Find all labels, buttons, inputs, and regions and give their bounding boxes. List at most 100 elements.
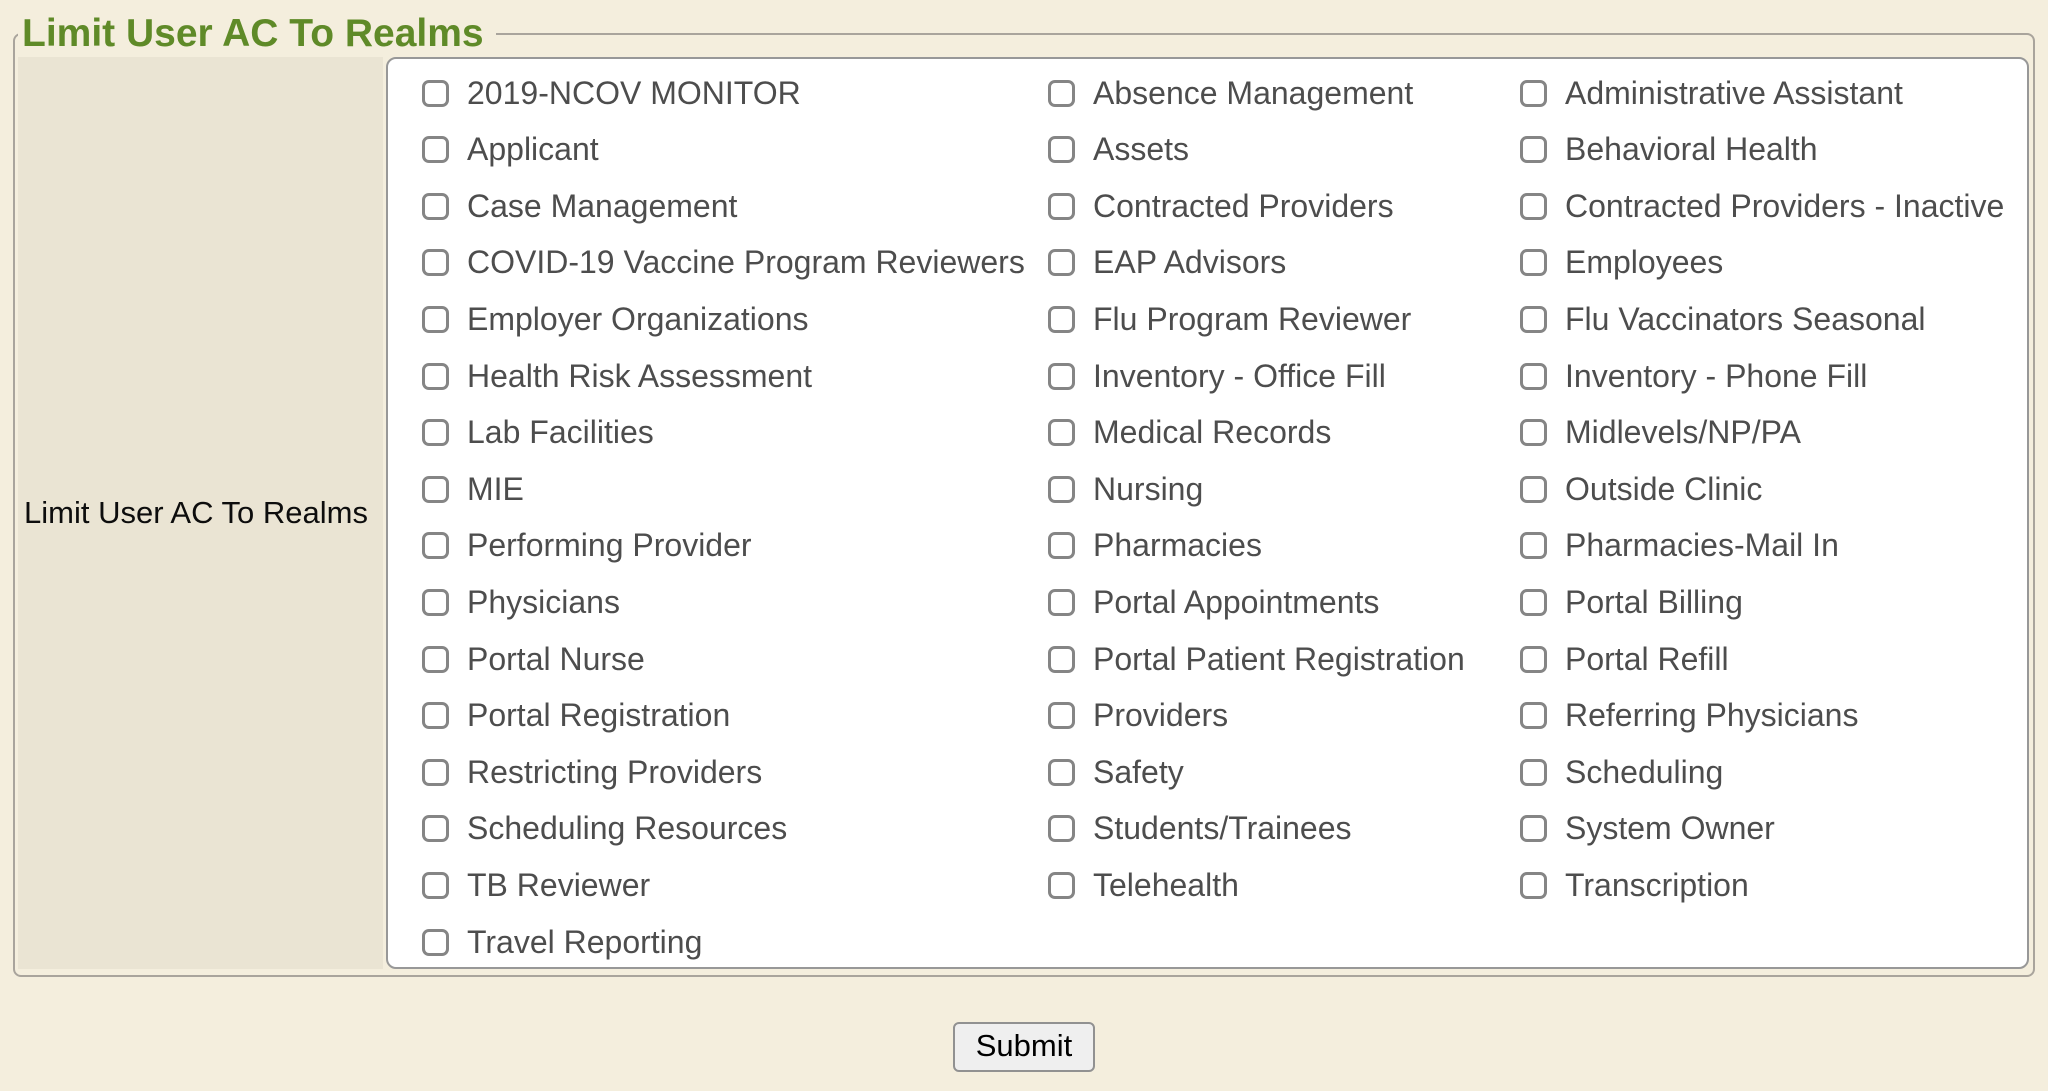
realm-option[interactable]: Scheduling [1520,744,2027,801]
realm-checkbox[interactable] [1048,645,1075,673]
realm-option[interactable]: Pharmacies-Mail In [1520,518,2027,575]
realm-checkbox[interactable] [422,192,449,220]
realm-option[interactable]: Midlevels/NP/PA [1520,404,2027,461]
realm-option[interactable]: Students/Trainees [1048,801,1486,858]
realm-checkbox[interactable] [1048,588,1075,616]
realm-checkbox[interactable] [1048,758,1075,786]
realm-checkbox[interactable] [422,306,449,334]
realm-checkbox[interactable] [422,815,449,843]
realm-checkbox[interactable] [1520,532,1547,560]
realm-option[interactable]: Telehealth [1048,857,1486,914]
realm-checkbox[interactable] [1520,306,1547,334]
realm-option[interactable]: Scheduling Resources [422,801,1014,858]
realm-checkbox[interactable] [422,871,449,899]
realm-option[interactable]: Administrative Assistant [1520,65,2027,122]
realm-option[interactable]: Providers [1048,687,1486,744]
realm-checkbox[interactable] [1048,475,1075,503]
realm-checkbox[interactable] [422,249,449,277]
realm-option[interactable]: System Owner [1520,801,2027,858]
realm-label: Portal Billing [1565,583,1743,620]
realm-checkbox[interactable] [1520,758,1547,786]
realm-checkbox[interactable] [1048,871,1075,899]
realm-checkbox[interactable] [1520,815,1547,843]
realm-checkbox[interactable] [1048,362,1075,390]
realm-label: Restricting Providers [467,753,763,790]
realm-checkbox[interactable] [1048,192,1075,220]
realm-option[interactable]: Inventory - Office Fill [1048,348,1486,405]
realm-option[interactable]: Transcription [1520,857,2027,914]
realm-option[interactable]: Lab Facilities [422,404,1014,461]
submit-button[interactable]: Submit [952,1021,1096,1072]
realm-checkbox[interactable] [1520,419,1547,447]
realm-option[interactable]: Medical Records [1048,404,1486,461]
realm-label: Employer Organizations [467,301,809,338]
realm-option[interactable]: Restricting Providers [422,744,1014,801]
realm-checkbox[interactable] [1048,532,1075,560]
realm-option[interactable]: Assets [1048,121,1486,178]
realm-option[interactable]: Applicant [422,121,1014,178]
realm-checkbox[interactable] [422,362,449,390]
realm-checkbox[interactable] [422,419,449,447]
realm-option[interactable]: Flu Vaccinators Seasonal [1520,291,2027,348]
realm-checkbox[interactable] [1048,136,1075,164]
realm-option[interactable]: Portal Billing [1520,574,2027,631]
realm-option[interactable]: Portal Nurse [422,631,1014,688]
realm-checkbox[interactable] [1520,79,1547,107]
realm-option[interactable]: Portal Refill [1520,631,2027,688]
realm-checkbox[interactable] [422,588,449,616]
realm-checkbox[interactable] [1520,192,1547,220]
realm-option[interactable]: Portal Registration [422,687,1014,744]
realm-option[interactable]: Contracted Providers - Inactive [1520,178,2027,235]
realm-checkbox[interactable] [1520,362,1547,390]
realm-checkbox[interactable] [422,928,449,956]
realm-checkbox[interactable] [1048,419,1075,447]
realm-checkbox[interactable] [422,136,449,164]
realm-option[interactable]: Travel Reporting [422,914,1014,967]
realm-option[interactable]: MIE [422,461,1014,518]
realm-option[interactable]: Employer Organizations [422,291,1014,348]
realm-label: Scheduling [1565,753,1724,790]
realm-checkbox[interactable] [1520,645,1547,673]
realm-option[interactable]: EAP Advisors [1048,235,1486,292]
realm-option[interactable]: Contracted Providers [1048,178,1486,235]
realm-checkbox[interactable] [1520,702,1547,730]
realm-checkbox[interactable] [1520,249,1547,277]
realm-option[interactable]: Case Management [422,178,1014,235]
realm-option[interactable]: Outside Clinic [1520,461,2027,518]
realm-checkbox[interactable] [422,79,449,107]
realm-checkbox[interactable] [1048,702,1075,730]
realm-option[interactable]: COVID-19 Vaccine Program Reviewers [422,235,1025,292]
realm-checkbox[interactable] [1520,871,1547,899]
realm-option[interactable]: Physicians [422,574,1014,631]
realm-option[interactable]: Pharmacies [1048,518,1486,575]
realm-checkbox[interactable] [1048,249,1075,277]
realm-checkbox[interactable] [422,645,449,673]
realm-checkbox[interactable] [1520,475,1547,503]
realm-option[interactable]: Absence Management [1048,65,1486,122]
realm-checkbox[interactable] [1048,306,1075,334]
realm-checkbox[interactable] [422,532,449,560]
realm-option[interactable]: Portal Appointments [1048,574,1486,631]
row-label: Limit User AC To Realms [18,56,383,969]
realm-checkbox[interactable] [1048,815,1075,843]
realm-checkbox[interactable] [1520,136,1547,164]
realm-checkbox[interactable] [1520,588,1547,616]
realm-label: Portal Patient Registration [1093,640,1465,677]
realm-option[interactable]: Inventory - Phone Fill [1520,348,2027,405]
realm-option[interactable]: Performing Provider [422,518,1014,575]
realm-option[interactable]: TB Reviewer [422,857,1014,914]
realm-option[interactable]: Flu Program Reviewer [1048,291,1486,348]
realm-option[interactable]: Safety [1048,744,1486,801]
realm-option[interactable]: Employees [1520,235,2027,292]
realm-option[interactable]: Portal Patient Registration [1048,631,1486,688]
realm-option[interactable]: Behavioral Health [1520,121,2027,178]
realm-option[interactable]: Referring Physicians [1520,687,2027,744]
realm-checkbox[interactable] [422,758,449,786]
realm-checkbox[interactable] [422,475,449,503]
realm-option[interactable]: 2019-NCOV MONITOR [422,65,1014,122]
realm-checkbox[interactable] [422,702,449,730]
realm-option[interactable]: Nursing [1048,461,1486,518]
realm-option[interactable]: Health Risk Assessment [422,348,1014,405]
realm-label: Portal Registration [467,697,731,734]
realm-checkbox[interactable] [1048,79,1075,107]
